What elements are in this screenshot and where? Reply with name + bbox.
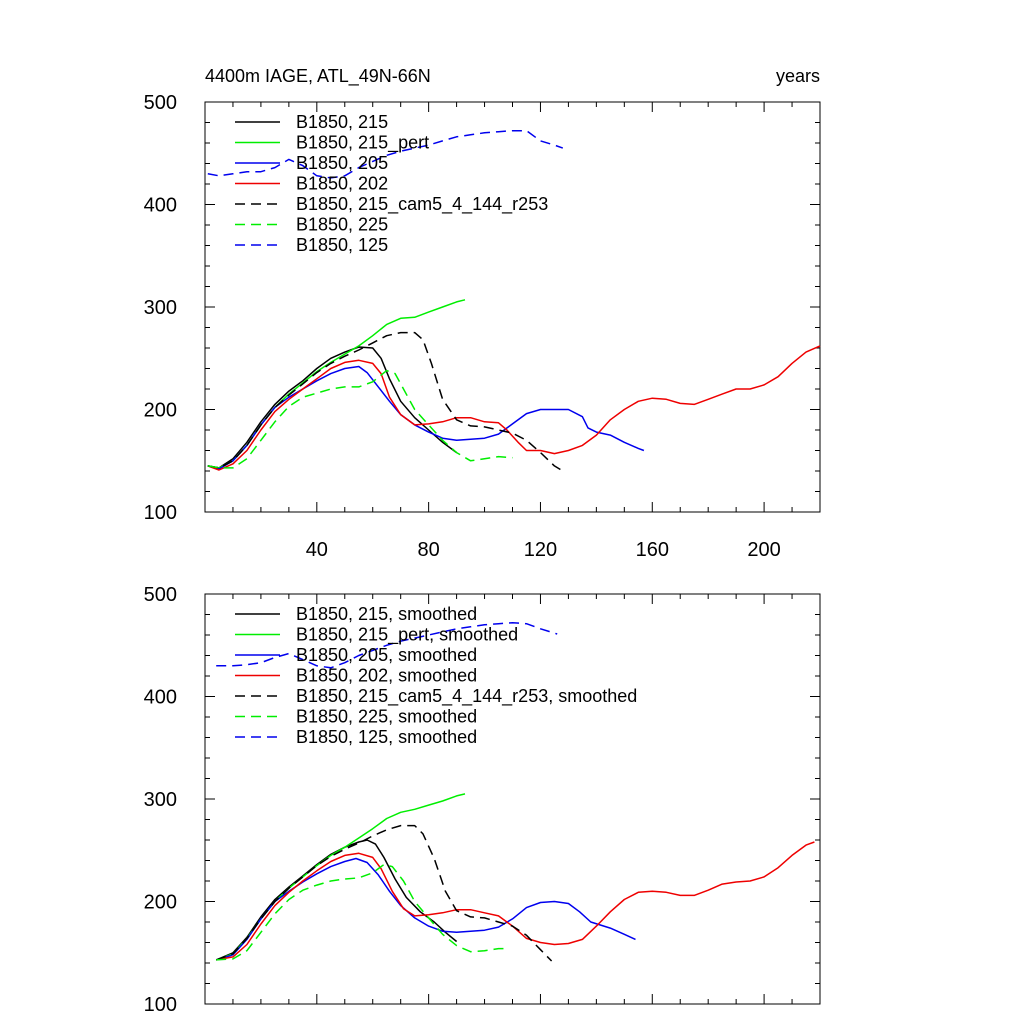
bottom-legend-label: B1850, 215, smoothed (296, 604, 477, 624)
top-series-lines (207, 129, 821, 472)
top-y-tick-label: 100 (144, 502, 177, 524)
top-legend-label: B1850, 215_pert (296, 133, 429, 154)
top-series-line-3 (207, 345, 821, 471)
top-panel: 4400m IAGE, ATL_49N-66N years 100 200 300 4… (144, 66, 821, 561)
top-x-tick-label: 120 (524, 539, 557, 561)
top-series-line-5 (207, 369, 513, 469)
bottom-series-line-0 (215, 839, 458, 961)
bottom-series-line-3 (216, 841, 815, 961)
top-chart-title: 4400m IAGE, ATL_49N-66N (205, 66, 431, 87)
top-legend-label: B1850, 202 (296, 174, 388, 194)
bottom-series-line-4 (215, 824, 553, 962)
bottom-y-tick-label: 300 (144, 789, 177, 811)
top-y-tick-label: 400 (144, 195, 177, 217)
top-y-tick-label: 300 (144, 297, 177, 319)
top-series-line-0 (207, 346, 458, 469)
top-axes: 100 200 300 400 500 40 80 120 160 200 (144, 92, 820, 561)
top-x-tick-label: 160 (636, 539, 669, 561)
bottom-y-tick-label: 400 (144, 687, 177, 709)
bottom-legend-label: B1850, 125, smoothed (296, 727, 477, 747)
top-x-tick-label: 40 (306, 539, 328, 561)
bottom-legend-label: B1850, 205, smoothed (296, 645, 477, 665)
top-y-tick-label: 200 (144, 400, 177, 422)
top-x-tick-label: 200 (747, 539, 780, 561)
top-chart-units-label: years (776, 66, 820, 86)
top-series-line-2 (207, 365, 645, 470)
bottom-legend-label: B1850, 215_pert, smoothed (296, 625, 518, 646)
bottom-axes: 100 200 300 400 500 (144, 584, 820, 1016)
top-x-tick-label: 80 (418, 539, 440, 561)
bottom-legend-label: B1850, 225, smoothed (296, 707, 477, 727)
bottom-legend-label: B1850, 202, smoothed (296, 666, 477, 686)
top-legend-label: B1850, 215 (296, 112, 388, 132)
bottom-legend-label: B1850, 215_cam5_4_144_r253, smoothed (296, 686, 637, 707)
top-series-line-4 (207, 331, 564, 472)
top-legend-label: B1850, 215_cam5_4_144_r253 (296, 194, 548, 215)
top-legend-label: B1850, 225 (296, 215, 388, 235)
bottom-y-tick-label: 200 (144, 892, 177, 914)
bottom-series-lines (215, 621, 815, 962)
top-legend-label: B1850, 125 (296, 235, 388, 255)
bottom-series-line-6 (216, 621, 558, 669)
bottom-series-line-5 (216, 863, 507, 961)
bottom-y-tick-label: 500 (144, 584, 177, 606)
top-legend-label: B1850, 205 (296, 153, 388, 173)
bottom-y-tick-label: 100 (144, 994, 177, 1016)
top-y-tick-label: 500 (144, 92, 177, 114)
